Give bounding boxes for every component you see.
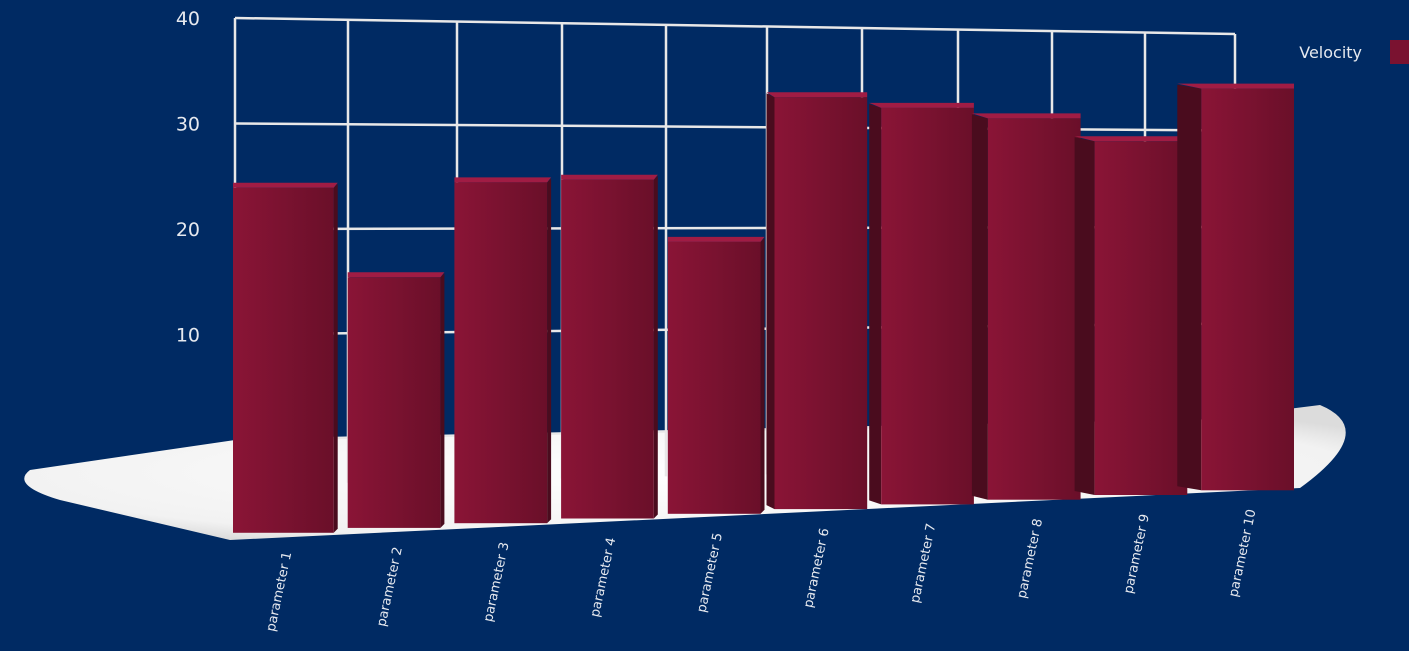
y-tick-label: 20 (176, 219, 200, 241)
bar-side (766, 93, 775, 510)
y-axis: 10 20 30 40 (176, 8, 200, 347)
gridline-horizontal (234, 16, 1236, 36)
y-tick-label: 30 (176, 114, 200, 136)
bar-8 (987, 118, 1081, 500)
x-tick-label: parameter 4 (588, 536, 620, 618)
x-tick-label: parameter 6 (801, 527, 833, 609)
legend-label: Velocity (1299, 43, 1362, 62)
bar-side (440, 273, 445, 528)
bar-side (760, 237, 765, 514)
bar-top (347, 272, 445, 278)
x-tick-label: parameter 1 (264, 550, 296, 632)
bar-side (971, 114, 988, 500)
bar-side (869, 103, 882, 505)
bar-9 (1094, 141, 1188, 496)
bar-7 (881, 107, 974, 505)
bar-4 (561, 179, 654, 519)
bar-6 (774, 97, 868, 510)
bars (233, 83, 1294, 533)
bar-side (547, 178, 552, 524)
bar-side (333, 183, 338, 533)
legend-swatch (1390, 40, 1409, 64)
bar-top (869, 102, 974, 108)
x-tick-label: parameter 2 (374, 546, 406, 628)
bar-top (1074, 136, 1188, 142)
y-tick-label: 40 (176, 8, 200, 30)
bar-side (1074, 137, 1095, 496)
x-tick-label: parameter 9 (1121, 513, 1153, 595)
bar-top (766, 92, 868, 98)
x-tick-label: parameter 3 (481, 541, 513, 623)
bar-top (971, 113, 1081, 119)
bar-side (1177, 84, 1202, 491)
bar-2 (347, 277, 441, 528)
x-tick-label: parameter 8 (1015, 517, 1047, 599)
x-tick-label: parameter 10 (1226, 508, 1259, 598)
x-tick-label: parameter 5 (695, 532, 727, 614)
bar-top (667, 236, 765, 242)
bar-top (1177, 83, 1294, 89)
bar-top (561, 174, 658, 180)
x-tick-label: parameter 7 (908, 522, 940, 604)
bar-top (454, 177, 552, 183)
bar-side (653, 175, 658, 519)
bar-top (233, 182, 338, 188)
bar-3 (454, 182, 548, 524)
bar-1 (233, 187, 334, 533)
y-tick-label: 10 (176, 325, 200, 347)
bar-10 (1201, 88, 1294, 491)
legend: Velocity (1299, 40, 1409, 64)
gridline-horizontal (234, 122, 1236, 132)
bar-5 (667, 241, 761, 514)
